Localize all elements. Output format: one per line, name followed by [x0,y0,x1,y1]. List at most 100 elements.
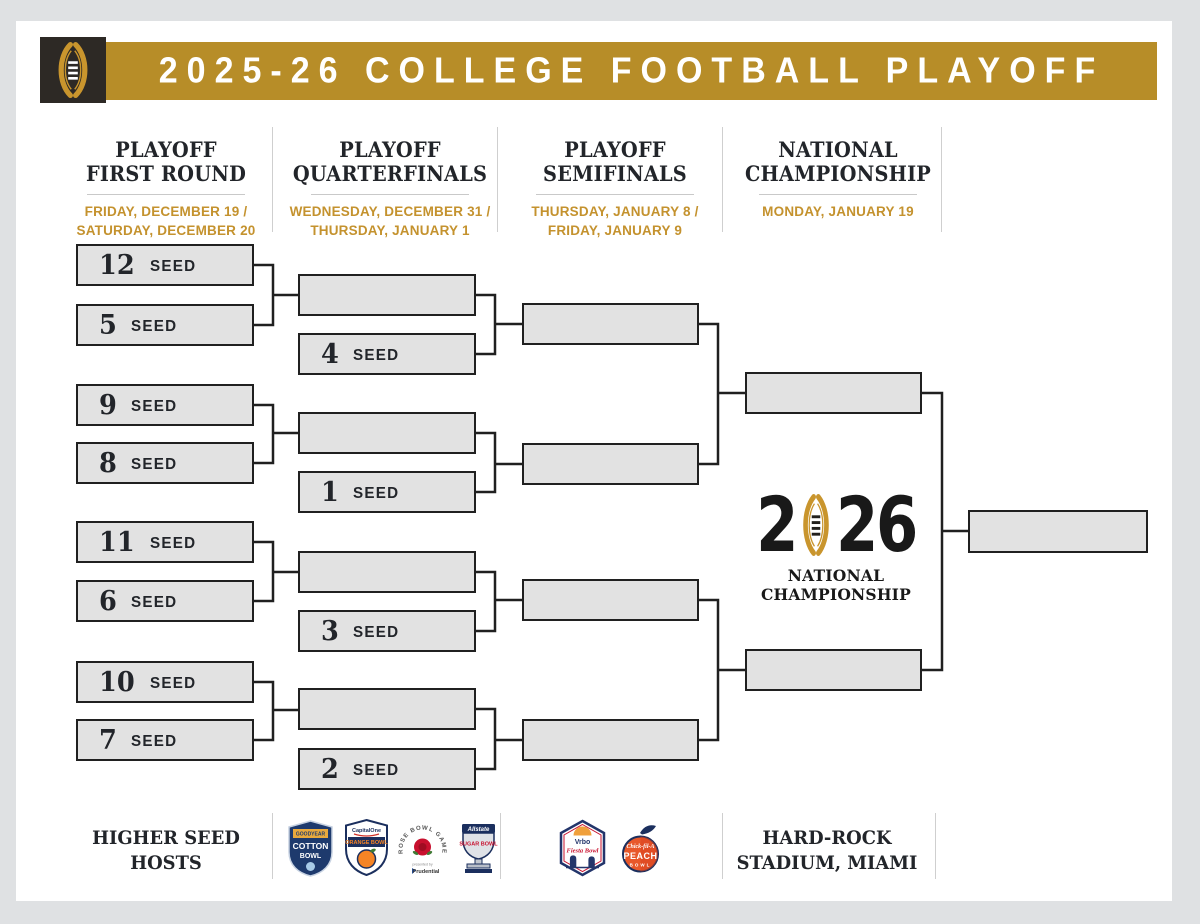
championship-slot-bottom [745,649,922,691]
svg-text:CapitalOne: CapitalOne [352,828,381,834]
seed-number: 6 [99,585,117,617]
seed-word: SEED [130,455,178,473]
semifinal-slot-2 [522,443,699,485]
round-header-first-round: PLAYOFF FIRST ROUND FRIDAY, DECEMBER 19 … [56,137,276,241]
seed-number: 2 [321,753,339,785]
footer-divider [272,813,273,879]
svg-text:Chick-fil-A: Chick-fil-A [627,844,655,850]
year-left-digits: 2 [756,480,798,569]
seed-word: SEED [130,397,178,415]
footer-divider [500,813,501,879]
semifinal-bowl-logos: Vrbo Fiesta Bowl Chick-fil-A PEACH BOWL [556,818,667,878]
header-banner: 2025-26 COLLEGE FOOTBALL PLAYOFF [106,42,1157,100]
round-title: PLAYOFF FIRST ROUND [85,137,247,187]
championship-caption: NATIONAL CHAMPIONSHIP [760,566,912,604]
championship-2026-logo: 2 26 NATIONAL CHAMPIONSHIP [722,487,950,605]
round-dates: THURSDAY, JANUARY 8 / FRIDAY, JANUARY 9 [531,203,699,239]
first-round-box-seed-8: 8 SEED [76,442,254,484]
round-dates: FRIDAY, DECEMBER 19 / SATURDAY, DECEMBER… [76,203,256,239]
svg-text:Fiesta Bowl: Fiesta Bowl [567,848,599,855]
championship-slot-top [745,372,922,414]
seed-word: SEED [130,732,178,750]
round-title: PLAYOFF SEMIFINALS [543,137,687,187]
first-round-box-seed-9: 9 SEED [76,384,254,426]
page-title: 2025-26 COLLEGE FOOTBALL PLAYOFF [158,50,1105,91]
cotton-bowl-logo: GOODYEAR COTTON BOWL [288,820,333,877]
footer-divider [935,813,936,879]
national-champion-slot [968,510,1148,553]
seed-word: SEED [149,534,196,552]
seed-number: 7 [99,724,117,756]
round-header-quarterfinals: PLAYOFF QUARTERFINALS WEDNESDAY, DECEMBE… [278,137,502,241]
seed-word: SEED [149,257,196,275]
orange-bowl-logo: CapitalOne ORANGE BOWL [345,818,388,877]
svg-text:SUGAR BOWL: SUGAR BOWL [459,842,498,848]
rose-bowl-logo: ROSE BOWL GAME presented by Prudential [398,825,445,875]
seed-number: 3 [321,615,339,647]
seed-number: 12 [99,249,135,281]
svg-text:GOODYEAR: GOODYEAR [296,832,326,838]
seed-word: SEED [352,623,400,641]
quarterfinal-bowl-logos: GOODYEAR COTTON BOWL CapitalOne ORANGE B… [284,818,505,878]
first-round-box-seed-7: 7 SEED [76,719,254,761]
quarterfinal-winner-slot-2 [298,412,476,454]
svg-text:COTTON: COTTON [293,841,329,851]
quarterfinal-box-seed-4: 4 SEED [298,333,476,375]
header-divider [722,127,723,232]
cfp-logo-square [40,37,106,103]
quarterfinal-box-seed-1: 1 SEED [298,471,476,513]
semifinal-slot-4 [522,719,699,761]
seed-word: SEED [352,346,400,364]
footer-divider [722,813,723,879]
seed-word: SEED [130,317,178,335]
seed-number: 11 [99,526,135,558]
peach-bowl-logo: Chick-fil-A PEACH BOWL [622,825,659,873]
round-title: NATIONAL CHAMPIONSHIP [744,137,932,187]
seed-number: 1 [321,476,339,508]
higher-seed-hosts-label: HIGHER SEED HOSTS [92,827,240,874]
cfp-mark-icon [803,494,829,556]
round-dates: WEDNESDAY, DECEMBER 31 / THURSDAY, JANUA… [289,203,491,239]
semifinal-slot-3 [522,579,699,621]
round-header-championship: NATIONAL CHAMPIONSHIP MONDAY, JANUARY 19 [728,137,948,221]
round-rule [311,193,469,195]
quarterfinal-winner-slot-1 [298,274,476,316]
header-divider [272,127,273,232]
seed-word: SEED [149,674,196,692]
quarterfinal-winner-slot-3 [298,551,476,593]
cfp-mark-icon [58,42,88,98]
quarterfinal-box-seed-2: 2 SEED [298,748,476,790]
svg-text:BOWL: BOWL [630,863,652,868]
first-round-box-seed-12: 12 SEED [76,244,254,286]
fiesta-bowl-logo: Vrbo Fiesta Bowl [559,819,606,877]
round-dates: MONDAY, JANUARY 19 [762,203,914,219]
quarterfinal-box-seed-3: 3 SEED [298,610,476,652]
seed-number: 8 [99,447,117,479]
svg-text:ORANGE BOWL: ORANGE BOWL [345,840,388,846]
first-round-box-seed-5: 5 SEED [76,304,254,346]
round-title: PLAYOFF QUARTERFINALS [292,137,488,187]
seed-number: 5 [99,309,117,341]
seed-number: 9 [99,389,117,421]
svg-text:PEACH: PEACH [623,851,657,861]
first-round-box-seed-11: 11 SEED [76,521,254,563]
header-divider [941,127,942,232]
round-header-semifinals: PLAYOFF SEMIFINALS THURSDAY, JANUARY 8 /… [503,137,727,241]
quarterfinal-winner-slot-4 [298,688,476,730]
svg-text:presented by: presented by [412,863,432,867]
round-rule [87,193,245,195]
seed-word: SEED [352,484,400,502]
championship-venue-label: HARD-ROCK STADIUM, MIAMI [736,827,918,874]
seed-word: SEED [130,593,178,611]
header-divider [497,127,498,232]
sugar-bowl-logo: Allstate SUGAR BOWL [459,824,498,873]
svg-text:Prudential: Prudential [413,869,440,875]
round-rule [536,193,694,195]
championship-year: 2 26 [745,487,927,563]
seed-word: SEED [352,761,400,779]
svg-text:Allstate: Allstate [467,827,490,833]
svg-text:BOWL: BOWL [300,853,322,860]
seed-number: 4 [321,338,339,370]
seed-number: 10 [99,666,135,698]
